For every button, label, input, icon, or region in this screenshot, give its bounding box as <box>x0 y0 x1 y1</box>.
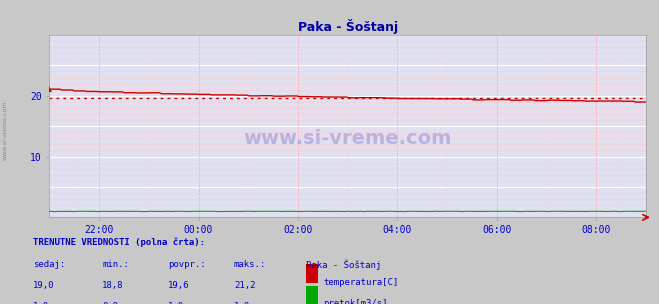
Text: www.si-vreme.com: www.si-vreme.com <box>3 101 8 161</box>
Text: 0,9: 0,9 <box>102 302 118 304</box>
Text: 21,2: 21,2 <box>234 281 256 290</box>
Text: maks.:: maks.: <box>234 260 266 269</box>
Text: temperatura[C]: temperatura[C] <box>324 278 399 287</box>
Text: 18,8: 18,8 <box>102 281 124 290</box>
Text: povpr.:: povpr.: <box>168 260 206 269</box>
Title: Paka - Šoštanj: Paka - Šoštanj <box>298 19 397 34</box>
Text: 1,0: 1,0 <box>234 302 250 304</box>
Text: 1,0: 1,0 <box>33 302 49 304</box>
Text: min.:: min.: <box>102 260 129 269</box>
Text: TRENUTNE VREDNOSTI (polna črta):: TRENUTNE VREDNOSTI (polna črta): <box>33 237 205 247</box>
Text: Paka - Šoštanj: Paka - Šoštanj <box>306 260 382 271</box>
Text: 19,0: 19,0 <box>33 281 55 290</box>
Text: 19,6: 19,6 <box>168 281 190 290</box>
Text: pretok[m3/s]: pretok[m3/s] <box>324 299 388 304</box>
Text: www.si-vreme.com: www.si-vreme.com <box>243 130 452 148</box>
Text: 1,0: 1,0 <box>168 302 184 304</box>
Text: sedaj:: sedaj: <box>33 260 65 269</box>
